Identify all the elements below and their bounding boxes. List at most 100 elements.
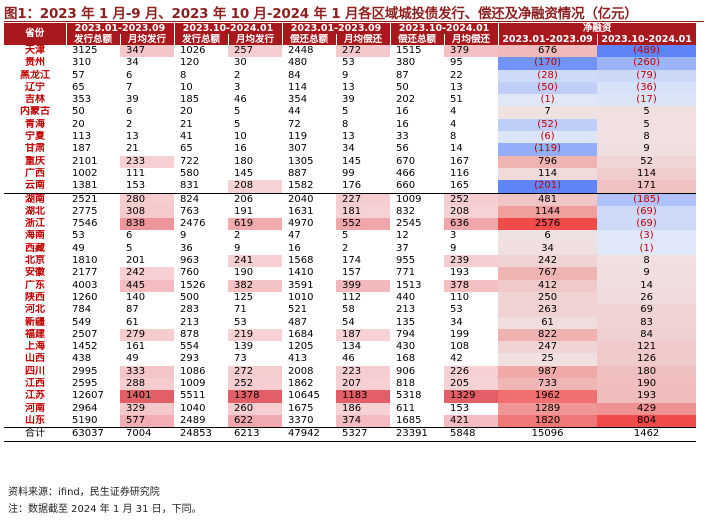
table-row: 内蒙古 50 6 20 5 44 5 16 4 7 5 <box>4 106 697 119</box>
value-cell: 202 <box>396 94 416 106</box>
table-row: 河南 2964 329 1040 260 1675 186 611 153 1289 429 <box>4 402 697 415</box>
value-cell: 165 <box>450 180 470 192</box>
value-cell: 1010 <box>288 291 314 303</box>
value-cell: 552 <box>336 218 391 231</box>
value-cell: 53 <box>72 230 85 242</box>
net-financing-cell: 1820 <box>498 414 598 428</box>
table-row: 江西 2595 288 1009 252 1862 207 818 205 733 190 <box>4 378 697 391</box>
net-financing-cell: 15096 <box>498 427 598 442</box>
value-cell: 9 <box>180 230 187 242</box>
value-cell: 5 <box>234 118 241 130</box>
value-cell: 193 <box>450 267 470 279</box>
value-cell: 252 <box>444 192 499 206</box>
value-cell: 1410 <box>288 267 314 279</box>
net-financing-cell: 250 <box>498 291 598 305</box>
value-cell: 2 <box>126 118 133 130</box>
value-cell: 5327 <box>336 427 391 442</box>
value-cell: 239 <box>444 255 499 268</box>
net-financing-cell: 114 <box>597 167 697 181</box>
table-row: 贵州 310 34 120 30 480 53 380 95 (170) (260) <box>4 57 697 70</box>
table-row: 辽宁 65 7 10 3 114 13 50 13 (50) (36) <box>4 81 697 95</box>
value-cell: 23391 <box>390 427 445 442</box>
value-cell: 818 <box>396 378 416 390</box>
value-cell: 2995 <box>72 365 98 377</box>
table-row: 重庆 2101 233 722 180 1305 145 670 167 796 52 <box>4 155 697 168</box>
value-cell: 4 <box>450 118 457 130</box>
value-cell: 1401 <box>120 390 175 403</box>
net-financing-cell: 171 <box>597 180 697 194</box>
value-cell: 213 <box>180 316 200 328</box>
value-cell: 71 <box>234 304 247 316</box>
value-cell: 2101 <box>72 155 98 167</box>
province-cell: 合计 <box>4 427 66 442</box>
value-cell: 3591 <box>288 279 314 291</box>
value-cell: 8 <box>450 131 457 143</box>
value-cell: 3125 <box>72 45 98 56</box>
header-cell: 2023.01-2023.09 <box>498 34 598 45</box>
value-cell: 199 <box>450 328 470 340</box>
value-cell: 521 <box>288 304 308 316</box>
value-cell: 2595 <box>72 378 98 390</box>
net-financing-cell: 114 <box>498 167 598 181</box>
value-cell: 5511 <box>180 390 206 402</box>
value-cell: 963 <box>180 255 200 267</box>
value-cell: 955 <box>396 255 416 267</box>
value-cell: 3370 <box>288 414 314 426</box>
value-cell: 329 <box>120 402 175 415</box>
value-cell: 49 <box>126 353 139 365</box>
net-financing-cell: 193 <box>597 390 697 403</box>
value-cell: 20 <box>72 118 85 130</box>
value-cell: 8 <box>180 69 187 81</box>
value-cell: 20 <box>180 106 193 118</box>
value-cell: 2448 <box>288 45 314 56</box>
table-row: 海南 53 6 9 2 47 5 12 3 6 (3) <box>4 230 697 243</box>
province-cell: 江苏 <box>25 390 45 402</box>
value-cell: 272 <box>336 45 391 58</box>
value-cell: 181 <box>336 205 391 219</box>
value-cell: 119 <box>288 131 308 143</box>
value-cell: 760 <box>180 267 200 279</box>
value-cell: 16 <box>234 143 247 155</box>
net-financing-cell: 69 <box>597 304 697 317</box>
province-cell: 四川 <box>25 365 45 377</box>
province-cell: 北京 <box>25 255 45 267</box>
header-repay-period1: 2023.01-2023.09 <box>282 23 391 34</box>
value-cell: 46 <box>342 353 355 365</box>
value-cell: 50 <box>72 106 85 118</box>
value-cell: 9 <box>342 69 349 81</box>
value-cell: 95 <box>450 57 463 69</box>
value-cell: 1631 <box>288 205 314 217</box>
net-financing-cell: 1462 <box>597 427 697 442</box>
net-financing-cell: 6 <box>498 230 598 243</box>
header-cell: 月均偿还 <box>336 34 391 45</box>
value-cell: 39 <box>126 94 139 106</box>
value-cell: 2 <box>342 242 349 254</box>
net-financing-cell: 1962 <box>498 390 598 403</box>
value-cell: 378 <box>444 279 499 292</box>
table-row: 黑龙江 57 6 8 2 84 9 87 22 (28) (79) <box>4 69 697 82</box>
value-cell: 722 <box>180 155 200 167</box>
table-row: 宁夏 113 13 41 10 119 13 33 8 (6) 8 <box>4 131 697 144</box>
province-cell: 广东 <box>25 279 45 291</box>
value-cell: 63037 <box>66 427 120 442</box>
province-cell: 重庆 <box>25 155 45 167</box>
value-cell: 50 <box>396 81 409 93</box>
value-cell: 1568 <box>288 255 314 267</box>
value-cell: 174 <box>342 255 362 267</box>
net-financing-cell: 26 <box>597 291 697 305</box>
value-cell: 1378 <box>228 390 283 403</box>
value-cell: 307 <box>288 143 308 155</box>
value-cell: 2476 <box>180 218 206 230</box>
value-cell: 22 <box>450 69 463 81</box>
value-cell: 1040 <box>180 402 206 414</box>
net-financing-cell: (17) <box>597 94 697 107</box>
province-cell: 江西 <box>25 378 45 390</box>
value-cell: 4970 <box>288 218 314 230</box>
value-cell: 5318 <box>396 390 422 402</box>
value-cell: 3 <box>234 81 241 93</box>
value-cell: 3 <box>450 230 457 242</box>
province-cell: 甘肃 <box>25 143 45 155</box>
value-cell: 6213 <box>228 427 283 442</box>
value-cell: 1381 <box>72 180 98 192</box>
value-cell: 51 <box>450 94 463 106</box>
